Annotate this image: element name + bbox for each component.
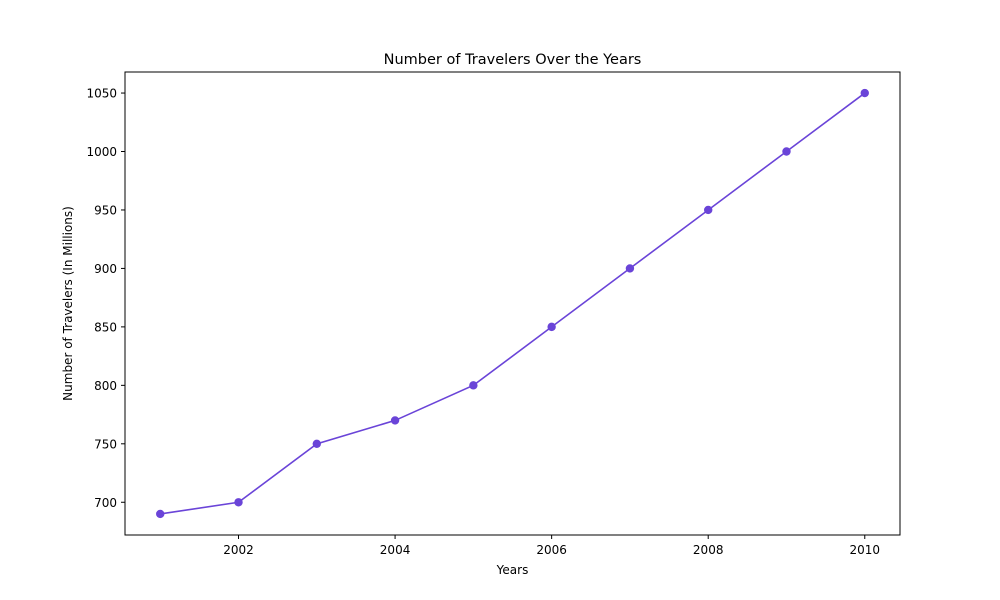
- y-tick-label: 950: [94, 203, 117, 217]
- y-tick-label: 750: [94, 437, 117, 451]
- data-point: [234, 498, 243, 507]
- y-tick-label: 1000: [86, 145, 117, 159]
- data-point: [547, 322, 556, 332]
- y-tick-label: 850: [94, 320, 117, 334]
- x-axis: 2002 2004 2006 2008 2010: [223, 535, 880, 557]
- data-point: [860, 88, 869, 98]
- data-point: [312, 439, 321, 449]
- x-tick-label: 2004: [380, 543, 411, 557]
- x-axis-label: Years: [496, 563, 529, 577]
- data-point: [704, 205, 713, 215]
- y-tick-label: 1050: [86, 87, 117, 101]
- data-point: [156, 509, 165, 519]
- data-point: [625, 264, 635, 273]
- data-point: [782, 147, 791, 156]
- x-tick-label: 2010: [849, 543, 880, 557]
- y-axis: 700 750 800 850 900 950 1000 1050: [86, 87, 125, 510]
- data-point: [390, 416, 400, 425]
- y-tick-label: 900: [94, 262, 117, 276]
- plot-area-frame: [124, 71, 901, 536]
- y-axis-label: Number of Travelers (In Millions): [61, 206, 75, 401]
- x-tick-label: 2006: [536, 543, 567, 557]
- series-line: [160, 92, 866, 515]
- data-point: [469, 381, 478, 390]
- y-tick-label: 700: [94, 496, 117, 510]
- x-tick-label: 2008: [693, 543, 724, 557]
- x-tick-label: 2002: [223, 543, 254, 557]
- y-tick-label: 800: [94, 379, 117, 393]
- series-markers: [156, 88, 869, 519]
- chart-title: Number of Travelers Over the Years: [384, 52, 642, 68]
